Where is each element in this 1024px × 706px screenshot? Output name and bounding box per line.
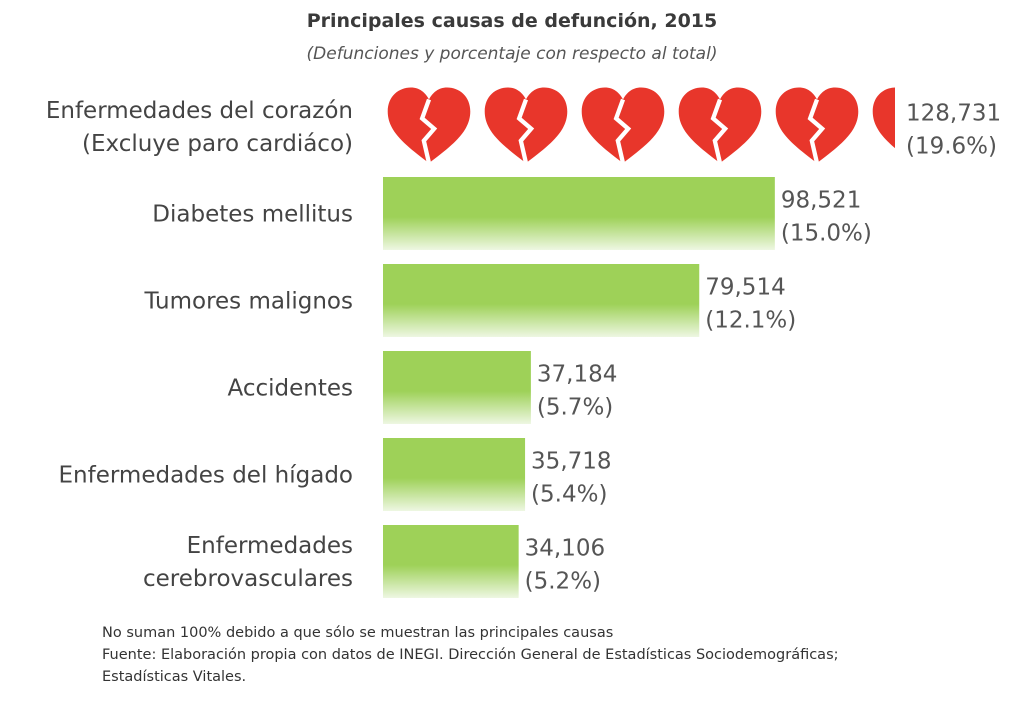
value-label: 35,718 xyxy=(531,449,611,475)
broken-heart-icon xyxy=(388,87,471,163)
value-label: 34,106 xyxy=(525,536,605,562)
bar xyxy=(383,264,700,337)
percent-label: (5.2%) xyxy=(525,569,601,595)
value-label: 79,514 xyxy=(705,275,785,301)
bar xyxy=(383,438,526,511)
category-label: cerebrovasculares xyxy=(143,566,353,592)
broken-heart-icon xyxy=(582,87,665,163)
footnote-line: Fuente: Elaboración propia con datos de … xyxy=(102,647,839,663)
broken-heart-icon xyxy=(485,87,568,163)
value-label: 98,521 xyxy=(781,188,861,214)
percent-label: (19.6%) xyxy=(906,134,997,160)
bar-hearts xyxy=(388,87,956,163)
category-label: Diabetes mellitus xyxy=(152,202,353,228)
bar xyxy=(383,525,519,598)
chart-title: Principales causas de defunción, 2015 xyxy=(306,10,718,32)
category-label: Accidentes xyxy=(228,376,354,402)
percent-label: (5.7%) xyxy=(537,395,613,421)
category-label: Enfermedades del corazón xyxy=(46,98,353,124)
footnote-line: No suman 100% debido a que sólo se muest… xyxy=(102,625,614,641)
percent-label: (12.1%) xyxy=(705,308,796,334)
category-label: Tumores malignos xyxy=(143,289,353,315)
footnotes: No suman 100% debido a que sólo se muest… xyxy=(102,622,1002,688)
footnote-line: Estadísticas Vitales. xyxy=(102,669,247,685)
chart-subtitle: (Defunciones y porcentaje con respecto a… xyxy=(306,44,718,64)
broken-heart-icon xyxy=(776,87,859,163)
bar xyxy=(383,351,531,424)
value-label: 128,731 xyxy=(906,101,1001,127)
category-label: Enfermedades del hígado xyxy=(59,463,354,489)
category-label: Enfermedades xyxy=(187,533,353,559)
broken-heart-icon xyxy=(679,87,762,163)
bar xyxy=(383,177,775,250)
percent-label: (15.0%) xyxy=(781,221,872,247)
percent-label: (5.4%) xyxy=(531,482,607,508)
category-label: (Excluye paro cardiáco) xyxy=(82,131,353,157)
value-label: 37,184 xyxy=(537,362,617,388)
